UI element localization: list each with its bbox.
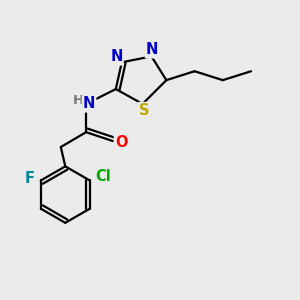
Text: O: O: [115, 135, 128, 150]
Text: F: F: [25, 172, 34, 187]
Text: N: N: [110, 50, 123, 64]
Text: N: N: [83, 96, 95, 111]
Text: S: S: [139, 103, 149, 118]
Text: N: N: [146, 42, 158, 57]
Text: H: H: [73, 94, 84, 107]
Text: Cl: Cl: [95, 169, 111, 184]
